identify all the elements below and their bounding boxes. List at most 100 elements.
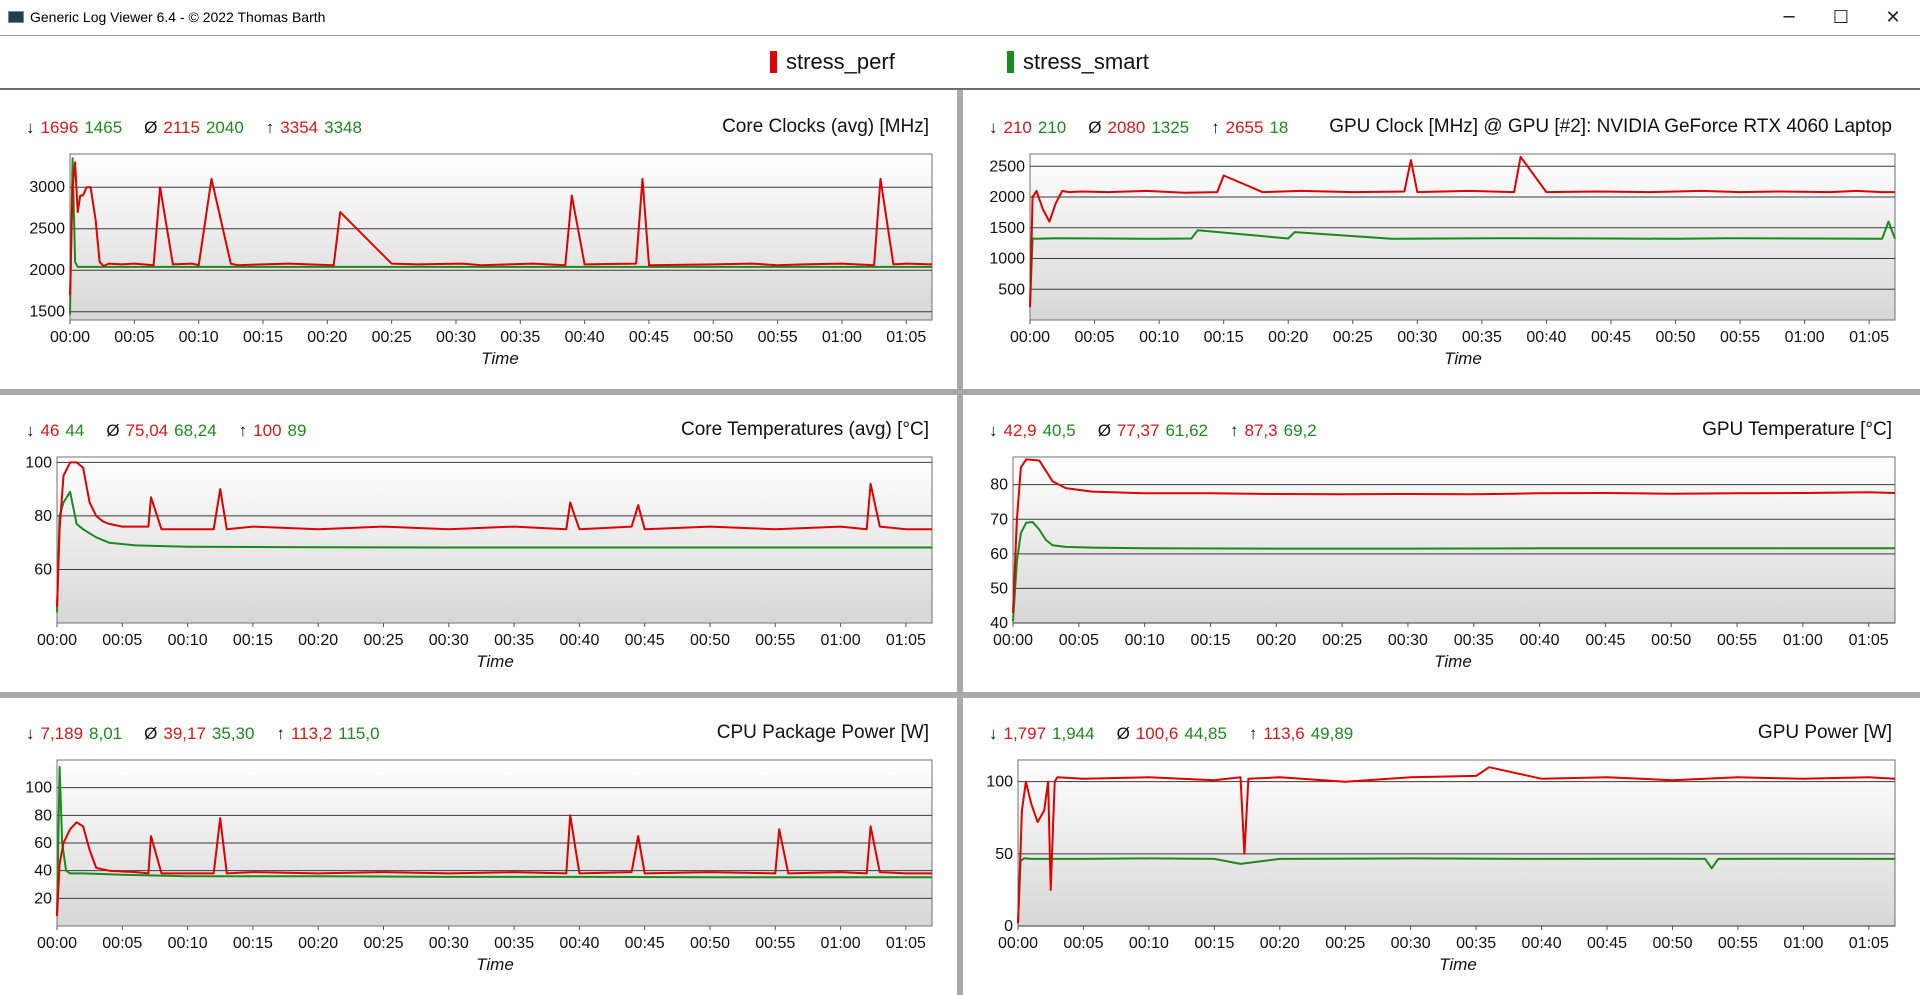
y-tick-label: 60 <box>34 835 52 852</box>
x-tick-label: 00:50 <box>693 329 733 346</box>
y-tick-label: 40 <box>34 863 52 880</box>
x-tick-label: 01:05 <box>1849 329 1889 346</box>
stats-row: ↓ 210 210 Ø 2080 1325 ↑ 2655 18 <box>989 118 1294 138</box>
y-tick-label: 500 <box>998 281 1025 298</box>
series-line-stress-smart <box>1012 521 1895 622</box>
x-tick-label: 01:00 <box>1785 329 1825 346</box>
plot-gpu-power[interactable]: 0 50 100 00:00 00:05 00:10 00:15 00:20 00:25 00:3… <box>963 698 1920 995</box>
x-tick-label: 00:40 <box>1526 329 1566 346</box>
stat-max-smart: 18 <box>1269 118 1289 137</box>
x-tick-label: 00:50 <box>1652 935 1692 952</box>
stat-avg-perf: 77,37 <box>1116 421 1160 440</box>
x-tick-label: 00:10 <box>1139 329 1179 346</box>
plot-core-temperatures[interactable]: 60 80 100 00:00 00:05 00:10 00:15 00:20 00:25 00:… <box>0 395 957 692</box>
stat-avg-perf: 75,04 <box>125 421 169 440</box>
x-tick-label: 00:35 <box>494 935 534 952</box>
series-line-stress-perf <box>1012 458 1896 614</box>
legend-label: stress_perf <box>786 49 895 74</box>
plot-cpu-package-power[interactable]: 20 40 60 80 100 00:00 00:05 00:10 00:15 00:20 00:2… <box>0 698 957 995</box>
x-tick-label: 00:30 <box>436 329 476 346</box>
row-separator <box>0 692 1920 698</box>
series-line-stress-perf <box>56 461 932 607</box>
y-tick-label: 20 <box>34 890 52 907</box>
x-tick-label: 00:05 <box>1059 632 1099 649</box>
maximize-button[interactable]: ☐ <box>1832 7 1850 28</box>
title-bar: Generic Log Viewer 6.4 - © 2022 Thomas B… <box>0 0 1920 36</box>
stat-max-smart: 49,89 <box>1310 724 1354 743</box>
chart-panel-core-temperatures: ↓ 46 44 Ø 75,04 68,24 ↑ 100 89 Core Temperatures… <box>0 395 957 692</box>
x-tick-label: 00:00 <box>37 935 77 952</box>
x-tick-label: 00:55 <box>758 329 798 346</box>
stat-min-smart: 40,5 <box>1042 421 1076 440</box>
plot-gpu-temperature[interactable]: 40 50 60 70 80 00:00 00:05 00:10 00:15 00:20 00:25… <box>963 395 1920 692</box>
stat-avg-smart: 61,62 <box>1165 421 1209 440</box>
x-axis-label: Time <box>481 349 519 368</box>
x-tick-label: 00:20 <box>298 632 338 649</box>
stats-row: ↓ 42,9 40,5 Ø 77,37 61,62 ↑ 87,3 69,2 <box>989 421 1339 441</box>
legend-label: stress_smart <box>1023 49 1149 74</box>
chart-panel-cpu-package-power: ↓ 7,189 8,01 Ø 39,17 35,30 ↑ 113,2 115,0 CPU Pac… <box>0 698 957 995</box>
x-tick-label: 00:25 <box>1325 935 1365 952</box>
x-tick-label: 01:00 <box>821 935 861 952</box>
max-arrow-icon: ↑ <box>1230 421 1239 440</box>
stat-min-perf: 210 <box>1003 118 1032 137</box>
x-tick-label: 00:40 <box>559 632 599 649</box>
x-tick-label: 00:50 <box>1655 329 1695 346</box>
plot-area <box>1017 759 1896 927</box>
minimize-button[interactable]: ─ <box>1783 7 1795 28</box>
x-tick-label: 00:05 <box>102 632 142 649</box>
x-axis-label: Time <box>1439 955 1477 974</box>
y-tick-label: 2500 <box>29 221 65 238</box>
x-tick-label: 00:45 <box>629 329 669 346</box>
stat-min-perf: 46 <box>40 421 60 440</box>
x-tick-label: 01:05 <box>886 632 926 649</box>
x-tick-label: 00:10 <box>168 935 208 952</box>
x-tick-label: 00:25 <box>1322 632 1362 649</box>
x-tick-label: 00:25 <box>363 632 403 649</box>
stat-max-perf: 113,2 <box>290 724 333 743</box>
x-tick-label: 01:00 <box>1783 935 1823 952</box>
x-tick-label: 00:15 <box>233 632 273 649</box>
x-tick-label: 01:05 <box>1849 935 1889 952</box>
y-tick-label: 2000 <box>29 262 65 279</box>
x-tick-label: 00:30 <box>1397 329 1437 346</box>
plot-gpu-clock[interactable]: 500 1000 1500 2000 2500 00:00 00:05 00:10 00:15 0… <box>963 92 1920 389</box>
x-tick-label: 00:15 <box>1194 935 1234 952</box>
plot-area <box>56 456 933 624</box>
stats-row: ↓ 1696 1465 Ø 2115 2040 ↑ 3354 3348 <box>26 118 384 138</box>
x-tick-label: 00:35 <box>494 632 534 649</box>
x-tick-label: 01:05 <box>886 935 926 952</box>
x-tick-label: 00:45 <box>1587 935 1627 952</box>
y-tick-label: 80 <box>990 477 1008 494</box>
x-tick-label: 00:25 <box>363 935 403 952</box>
min-arrow-icon: ↓ <box>26 118 35 137</box>
stat-avg-smart: 35,30 <box>211 724 255 743</box>
stat-max-smart: 115,0 <box>338 724 380 743</box>
chart-title: GPU Clock [MHz] @ GPU [#2]: NVIDIA GeFor… <box>1329 116 1892 137</box>
window-title: Generic Log Viewer 6.4 - © 2022 Thomas B… <box>30 9 326 25</box>
x-tick-label: 00:10 <box>179 329 219 346</box>
stat-max-perf: 2655 <box>1225 118 1264 137</box>
stats-row: ↓ 7,189 8,01 Ø 39,17 35,30 ↑ 113,2 115,0 <box>26 724 402 744</box>
stat-min-smart: 1,944 <box>1052 724 1095 743</box>
x-tick-label: 00:40 <box>565 329 605 346</box>
series-line-stress-perf <box>69 161 933 296</box>
plot-area <box>69 153 933 321</box>
stat-min-smart: 8,01 <box>89 724 123 743</box>
x-tick-label: 00:10 <box>1129 935 1169 952</box>
x-tick-label: 01:00 <box>1783 632 1823 649</box>
x-tick-label: 00:40 <box>1522 935 1562 952</box>
x-tick-label: 01:05 <box>886 329 926 346</box>
close-button[interactable]: ✕ <box>1885 7 1901 28</box>
x-tick-label: 00:30 <box>1388 632 1428 649</box>
series-line-stress-smart <box>1029 220 1896 308</box>
x-tick-label: 00:20 <box>1268 329 1308 346</box>
x-tick-label: 00:45 <box>1585 632 1625 649</box>
x-tick-label: 00:40 <box>559 935 599 952</box>
x-tick-label: 00:35 <box>1462 329 1502 346</box>
y-tick-label: 1500 <box>29 304 65 321</box>
x-tick-label: 00:45 <box>625 935 665 952</box>
plot-core-clocks[interactable]: 1500 2000 2500 3000 00:00 00:05 00:10 00:15 00:2… <box>0 92 957 389</box>
y-tick-label: 0 <box>1004 918 1013 935</box>
y-tick-label: 1000 <box>989 251 1025 268</box>
